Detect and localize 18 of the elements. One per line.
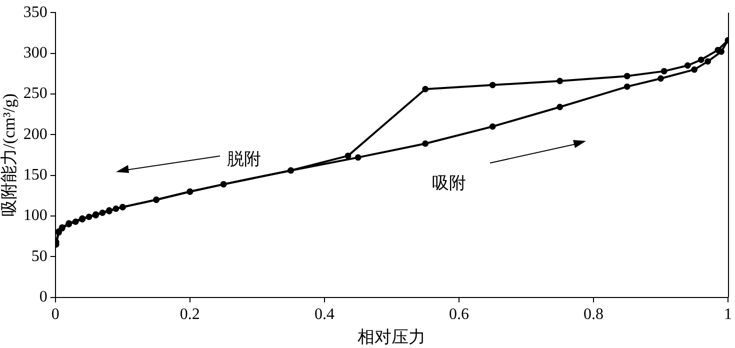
y-tick-label: 350 <box>23 4 48 21</box>
y-tick-label: 0 <box>39 288 48 306</box>
y-tick-label: 100 <box>23 207 48 224</box>
y-tick-label: 300 <box>23 44 48 62</box>
x-tick-label: 0 <box>51 306 60 324</box>
x-tick-label: 0.2 <box>180 306 200 324</box>
y-tick-label: 200 <box>23 126 48 143</box>
x-tick-label: 0.4 <box>314 306 334 324</box>
x-tick-label: 0.6 <box>448 306 469 324</box>
y-axis-title: 吸附能力/(cm³/g) <box>0 93 19 217</box>
y-tick-label: 250 <box>23 85 48 102</box>
x-tick-label: 1 <box>724 306 732 324</box>
x-tick-label: 0.8 <box>583 306 604 324</box>
y-tick-label: 50 <box>31 248 48 265</box>
annotation: 吸附 <box>432 173 466 192</box>
annotation: 脱附 <box>227 149 261 168</box>
x-axis-title: 相对压力 <box>358 327 426 346</box>
y-tick-label: 150 <box>23 166 48 184</box>
